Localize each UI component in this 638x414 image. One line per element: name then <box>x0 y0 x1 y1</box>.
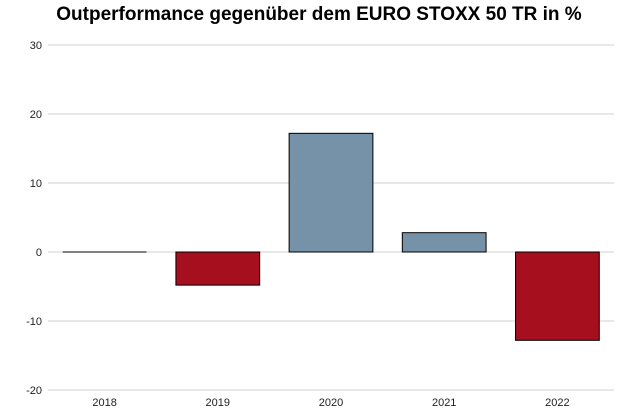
y-tick-label: 0 <box>36 247 42 259</box>
x-tick-label: 2020 <box>319 397 343 409</box>
x-tick-label: 2022 <box>545 397 569 409</box>
y-tick-label: -20 <box>26 385 42 397</box>
bars <box>62 132 600 341</box>
bar <box>401 232 487 253</box>
x-tick-label: 2018 <box>92 397 116 409</box>
bar <box>288 132 374 253</box>
y-tick-label: -10 <box>26 316 42 328</box>
x-tick-label: 2021 <box>432 397 456 409</box>
y-tick-label: 30 <box>30 40 42 52</box>
y-tick-label: 20 <box>30 109 42 121</box>
y-axis-ticks: -20 -10 0 10 20 30 <box>26 40 42 397</box>
chart-title: Outperformance gegenüber dem EURO STOXX … <box>56 4 582 25</box>
bar <box>175 251 261 286</box>
y-tick-label: 10 <box>30 178 42 190</box>
x-tick-label: 2019 <box>206 397 230 409</box>
x-axis-ticks: 2018 2019 2020 2021 2022 <box>92 397 569 409</box>
bar <box>515 251 600 341</box>
